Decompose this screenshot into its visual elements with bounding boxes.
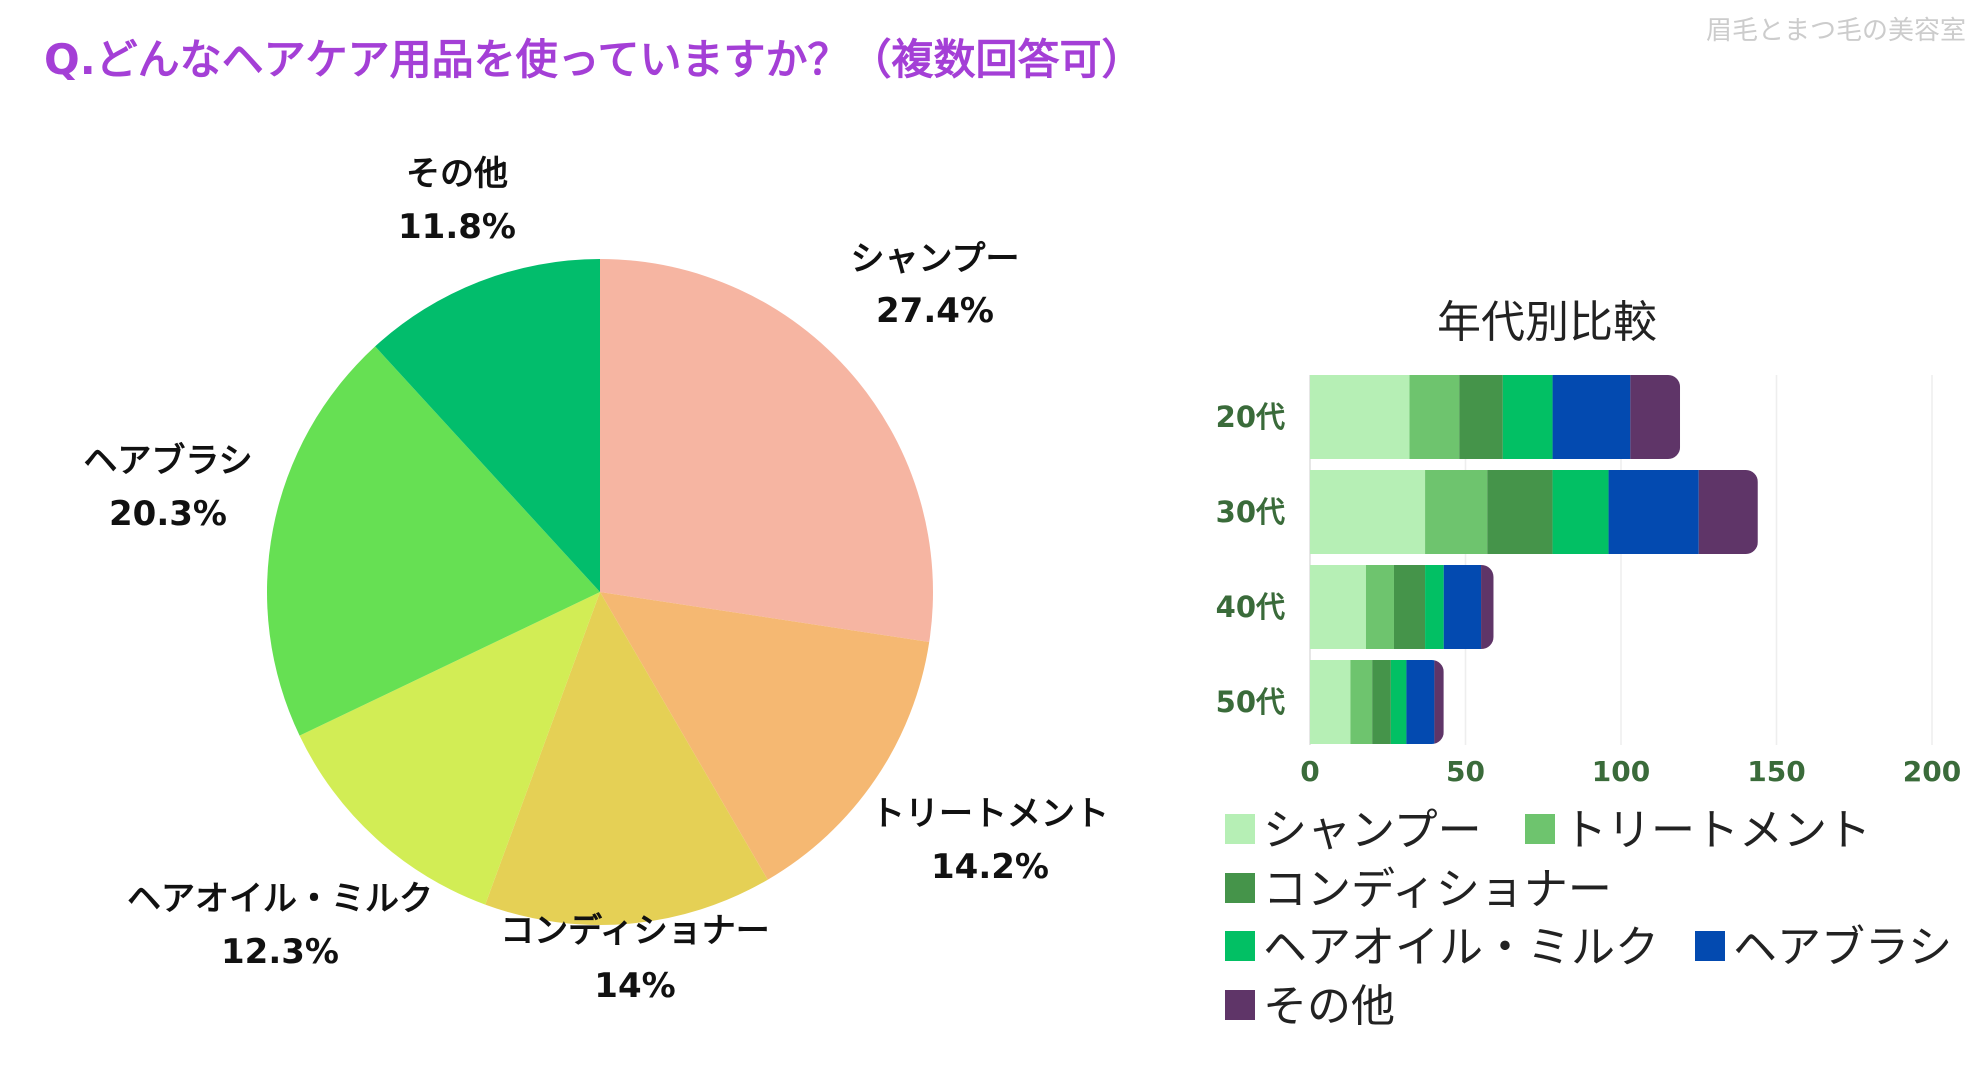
pie-slice: [299, 592, 600, 905]
bar-stack: [1310, 660, 1444, 744]
pie-slice: [485, 592, 768, 926]
pie-slice-label: その他: [406, 154, 508, 194]
bar-segment: [1310, 660, 1351, 744]
bar-segment: [1350, 660, 1373, 744]
x-tick-label: 200: [1903, 755, 1961, 788]
bar-segment: [1481, 565, 1494, 649]
bar-segment: [1630, 375, 1681, 459]
legend-label: その他: [1263, 981, 1395, 1032]
bar-segment: [1434, 660, 1444, 744]
bar-stack: [1310, 375, 1681, 459]
bar-segment: [1552, 375, 1631, 459]
pie-slice-label: シャンプー: [851, 239, 1020, 279]
pie-slice: [600, 592, 930, 880]
category-label: 40代: [1216, 590, 1285, 624]
pie-slice-label: トリートメント: [871, 794, 1109, 834]
bar-segment: [1393, 565, 1426, 649]
bar-segment: [1372, 660, 1391, 744]
legend-label: ヘアオイル・ミルク: [1263, 922, 1659, 973]
bar-segment: [1310, 375, 1410, 459]
pie-slice-value: 20.3%: [109, 494, 227, 534]
stacked-bar-chart: 年代別比較 20代 30代 40代 50代 0 50 100 150 200 シャンプー トリートメン…: [1216, 297, 1962, 1032]
legend-swatch: [1225, 931, 1255, 961]
x-tick-label: 100: [1592, 755, 1650, 788]
category-label: 50代: [1216, 685, 1285, 719]
pie-slice: [600, 259, 933, 643]
pie-slice-value: 14%: [594, 966, 675, 1006]
bar-stack: [1310, 470, 1758, 554]
pie-slice: [267, 346, 600, 736]
watermark: 眉毛とまつ毛の美容室: [1705, 16, 1966, 46]
bar-segment: [1390, 660, 1407, 744]
legend-swatch: [1695, 931, 1725, 961]
pie-slice-value: 11.8%: [398, 207, 516, 247]
pie-slice-label: ヘアブラシ: [83, 441, 252, 481]
bar-segment: [1608, 470, 1699, 554]
bar-segment: [1425, 565, 1444, 649]
bar-segment: [1552, 470, 1609, 554]
bar-segment: [1487, 470, 1553, 554]
pie-slice: [375, 259, 600, 592]
bar-segment: [1406, 660, 1435, 744]
legend-label: トリートメント: [1563, 805, 1871, 856]
bar-segment: [1502, 375, 1553, 459]
pie-chart: シャンプー 27.4% トリートメント 14.2% コンディショナー 14% ヘアオイル・ミ…: [83, 154, 1109, 1006]
category-label: 30代: [1216, 495, 1285, 529]
pie-slice-value: 27.4%: [876, 291, 994, 331]
bar-stack: [1310, 565, 1494, 649]
pie-slice-label: コンディショナー: [500, 911, 770, 951]
x-tick-label: 150: [1747, 755, 1805, 788]
bar-segment: [1409, 375, 1460, 459]
bar-segment: [1310, 565, 1366, 649]
legend-swatch: [1525, 814, 1555, 844]
bar-segment: [1425, 470, 1488, 554]
x-tick-label: 50: [1446, 755, 1485, 788]
legend-swatch: [1225, 814, 1255, 844]
legend-label: シャンプー: [1263, 805, 1482, 856]
legend-label: ヘアブラシ: [1733, 922, 1952, 973]
legend-swatch: [1225, 873, 1255, 903]
bar-segment: [1365, 565, 1394, 649]
bar-segment: [1459, 375, 1503, 459]
bar-segment: [1698, 470, 1758, 554]
page-title: Q.どんなヘアケア用品を使っていますか？（複数回答可）: [44, 35, 1144, 84]
pie-slice-value: 14.2%: [931, 847, 1049, 887]
pie-slice-value: 12.3%: [221, 932, 339, 972]
bar-segment: [1443, 565, 1482, 649]
x-tick-label: 0: [1300, 755, 1319, 788]
bar-chart-title: 年代別比較: [1437, 297, 1657, 348]
legend-label: コンディショナー: [1263, 864, 1612, 915]
pie-slice-label: ヘアオイル・ミルク: [127, 879, 433, 919]
legend-swatch: [1225, 990, 1255, 1020]
bar-segment: [1310, 470, 1426, 554]
category-label: 20代: [1216, 400, 1285, 434]
